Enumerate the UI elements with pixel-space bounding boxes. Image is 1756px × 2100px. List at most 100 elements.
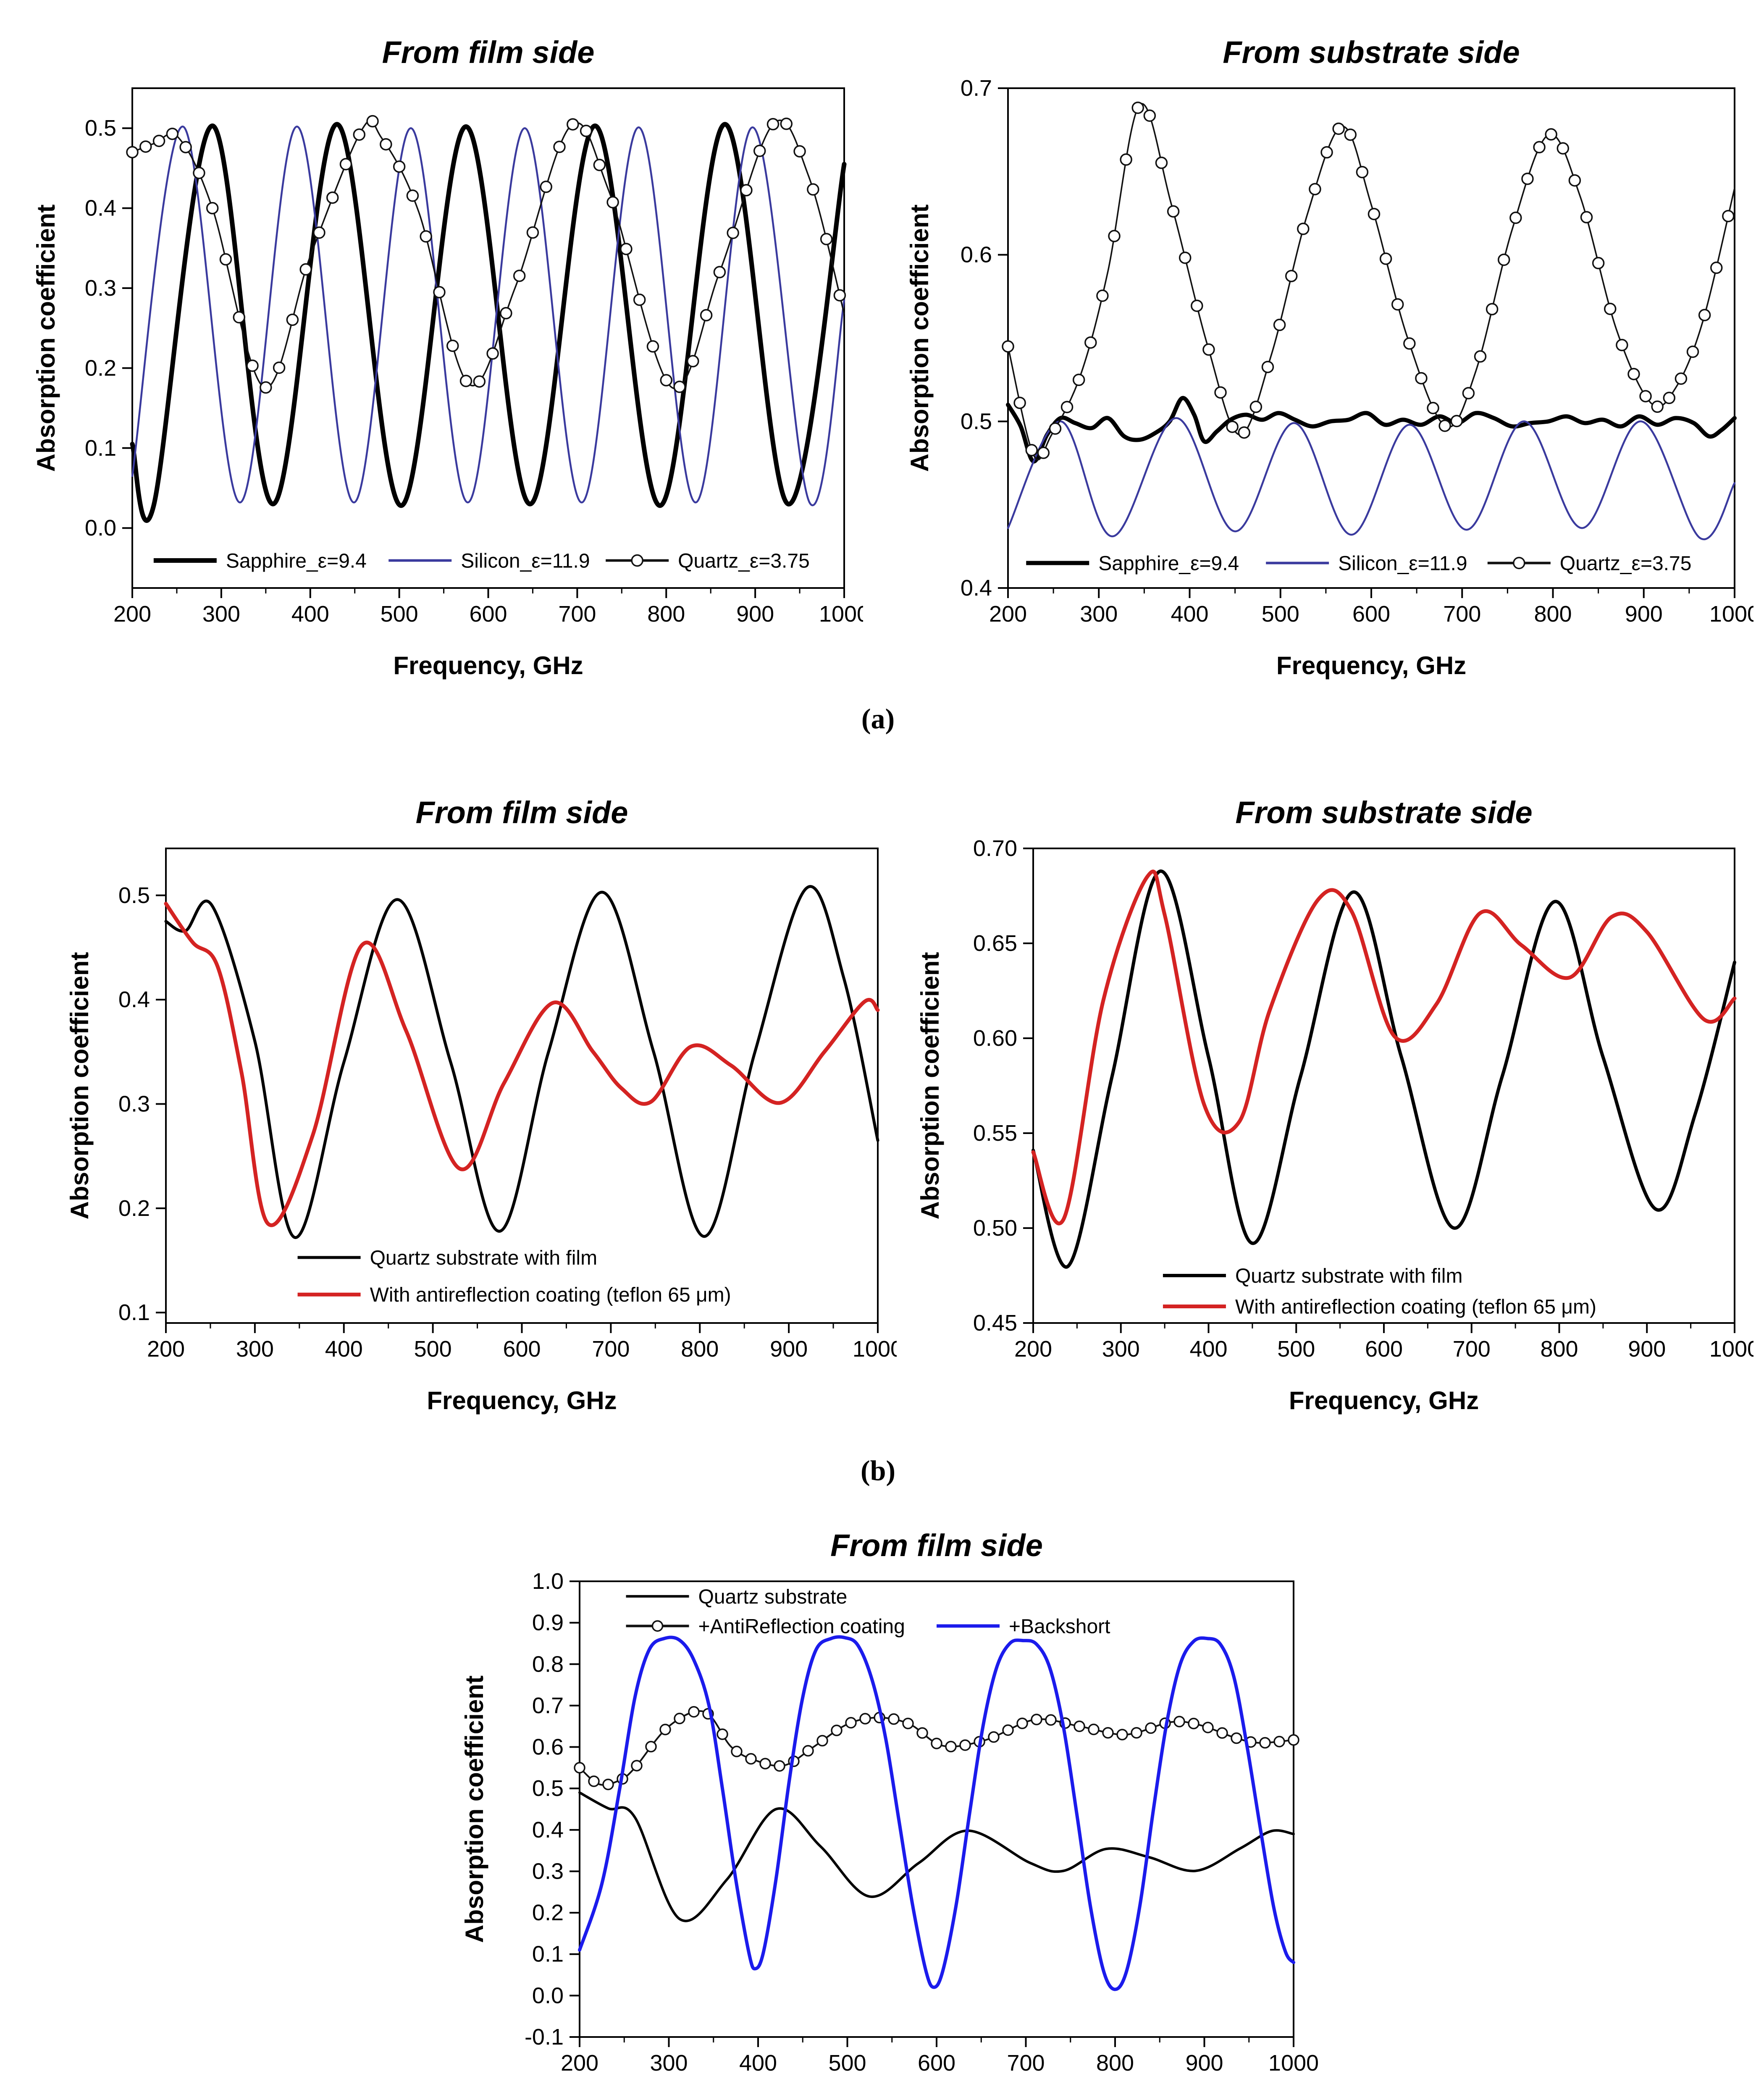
- x-tick-label: 700: [1443, 601, 1481, 627]
- y-tick-label: 0.9: [532, 1610, 564, 1635]
- x-axis-ticks: 200 300 400 500 600 700 800 900 1000: [561, 2037, 1319, 2076]
- x-tick-label: 300: [650, 2050, 688, 2076]
- x-tick-label: 600: [503, 1336, 541, 1362]
- y-tick-label: 0.65: [973, 931, 1017, 956]
- x-tick-label: 500: [1277, 1336, 1315, 1362]
- y-tick-label: 0.7: [961, 76, 992, 101]
- chart-a-from-film-side: From film side 200 300 400 500 600 700 800 900 10…: [25, 4, 869, 718]
- legend: Quartz substrate with film With antirefle…: [297, 1247, 731, 1306]
- y-tick-label: 0.2: [85, 355, 116, 381]
- y-tick-label: 0.8: [532, 1651, 564, 1677]
- series-line-0: [1006, 396, 1737, 464]
- y-tick-label: 0.45: [973, 1310, 1017, 1336]
- y-tick-label: 0.0: [85, 515, 116, 541]
- x-tick-label: 1000: [819, 601, 863, 627]
- series-line-0: [164, 885, 879, 1239]
- series-line-1: [1031, 869, 1737, 1226]
- x-tick-label: 500: [1262, 601, 1299, 627]
- y-tick-label: 0.1: [532, 1942, 564, 1967]
- x-tick-label: 200: [989, 601, 1027, 627]
- legend: Quartz substrate +AntiReflection coating +…: [626, 1586, 1110, 1638]
- legend-label: Silicon_ε=11.9: [461, 550, 590, 572]
- chart-svg-b-film-side: From film side 200 300 400 500 600 700 800 900 10…: [66, 795, 903, 1415]
- legend-label: Quartz_ε=3.75: [678, 550, 810, 572]
- x-tick-label: 800: [1540, 1336, 1578, 1362]
- chart-b-from-film-side: From film side 200 300 400 500 600 700 800 900 10…: [59, 764, 903, 1453]
- chart-svg-a-film-side: From film side 200 300 400 500 600 700 800 900 10…: [32, 35, 869, 680]
- series-markers-2: [1002, 101, 1735, 459]
- chart-title: From film side: [382, 35, 595, 70]
- y-tick-label: 0.5: [961, 409, 992, 434]
- y-tick-label: 0.55: [973, 1121, 1017, 1146]
- y-tick-label: 0.0: [532, 1983, 564, 2008]
- x-tick-label: 600: [918, 2050, 955, 2076]
- legend-label: +AntiReflection coating: [698, 1615, 905, 1638]
- x-tick-label: 1000: [1709, 601, 1753, 627]
- y-tick-label: 0.5: [532, 1776, 564, 1801]
- x-axis-ticks: 200 300 400 500 600 700 800 900 1000: [113, 588, 869, 627]
- y-axis-label: Absorption coefficient: [66, 952, 94, 1220]
- legend: Sapphire_ε=9.4 Silicon_ε=11.9 Quartz_ε=3.7…: [1026, 553, 1691, 575]
- y-tick-label: 0.2: [532, 1900, 564, 1925]
- y-tick-label: 0.1: [85, 436, 116, 461]
- series-markers-2: [126, 115, 846, 394]
- chart-title: From film side: [416, 795, 628, 830]
- legend-label: Quartz substrate with film: [1235, 1265, 1463, 1287]
- plot-frame: [1007, 87, 1735, 589]
- y-axis-ticks: 0.4 0.5 0.6 0.7: [961, 76, 1008, 601]
- x-tick-label: 800: [1096, 2050, 1134, 2076]
- legend-label: Sapphire_ε=9.4: [1098, 553, 1239, 575]
- x-axis-ticks: 200 300 400 500 600 700 800 900 1000: [1014, 1323, 1756, 1362]
- y-tick-label: 0.4: [961, 575, 992, 601]
- y-tick-label: -0.1: [525, 2024, 564, 2050]
- x-tick-label: 300: [1080, 601, 1118, 627]
- series-line-0: [578, 1791, 1295, 1922]
- legend-marker-icon: [631, 554, 643, 567]
- x-tick-label: 900: [736, 601, 774, 627]
- x-tick-label: 300: [236, 1336, 274, 1362]
- x-axis-label: Frequency, GHz: [1289, 1386, 1479, 1415]
- y-tick-label: 0.2: [118, 1196, 150, 1221]
- x-tick-label: 800: [1534, 601, 1572, 627]
- series-line-2: [578, 1635, 1295, 1991]
- y-tick-label: 0.6: [961, 242, 992, 268]
- legend: Sapphire_ε=9.4 Silicon_ε=11.9 Quartz_ε=3.7…: [153, 550, 810, 572]
- legend-label: Quartz_ε=3.75: [1560, 553, 1692, 575]
- legend-label: Quartz substrate: [698, 1586, 848, 1608]
- x-tick-label: 500: [828, 2050, 866, 2076]
- x-tick-label: 500: [381, 601, 418, 627]
- chart-a-from-substrate-side: From substrate side 200 300 400 500 600 700 800…: [899, 4, 1756, 718]
- y-tick-label: 0.1: [118, 1300, 150, 1325]
- chart-title: From substrate side: [1235, 795, 1532, 830]
- legend-label: Quartz substrate with film: [370, 1247, 597, 1269]
- y-tick-label: 1.0: [532, 1569, 564, 1594]
- y-axis-label: Absorption coefficient: [916, 952, 944, 1220]
- series-line-0: [130, 122, 847, 523]
- x-tick-label: 400: [739, 2050, 777, 2076]
- x-tick-label: 700: [1453, 1336, 1491, 1362]
- x-tick-label: 900: [1628, 1336, 1666, 1362]
- y-axis-ticks: 0.45 0.50 0.55 0.60 0.65 0.70: [973, 836, 1033, 1336]
- x-tick-label: 500: [414, 1336, 452, 1362]
- x-tick-label: 200: [147, 1336, 185, 1362]
- chart-title: From substrate side: [1223, 35, 1520, 70]
- y-tick-label: 0.6: [532, 1735, 564, 1760]
- legend-marker-icon: [1513, 556, 1525, 570]
- series-markers-1: [574, 1706, 1299, 1790]
- y-tick-label: 0.60: [973, 1026, 1017, 1051]
- y-tick-label: 0.3: [118, 1091, 150, 1116]
- y-axis-label: Absorption coefficient: [460, 1675, 488, 1943]
- series-line-2: [1007, 103, 1735, 461]
- x-tick-label: 200: [113, 601, 151, 627]
- legend-marker-icon: [651, 1620, 664, 1632]
- y-axis-ticks: 0.0 0.1 0.2 0.3 0.4 0.5: [85, 116, 132, 541]
- y-tick-label: 0.4: [532, 1817, 564, 1843]
- y-tick-label: 0.4: [85, 196, 116, 221]
- y-tick-label: 0.7: [532, 1693, 564, 1718]
- x-tick-label: 900: [770, 1336, 808, 1362]
- legend-label: Silicon_ε=11.9: [1338, 553, 1467, 575]
- y-axis-label: Absorption coefficient: [32, 205, 60, 472]
- x-axis-ticks: 200 300 400 500 600 700 800 900 1000: [989, 588, 1756, 627]
- y-tick-label: 0.3: [85, 276, 116, 301]
- x-tick-label: 900: [1625, 601, 1663, 627]
